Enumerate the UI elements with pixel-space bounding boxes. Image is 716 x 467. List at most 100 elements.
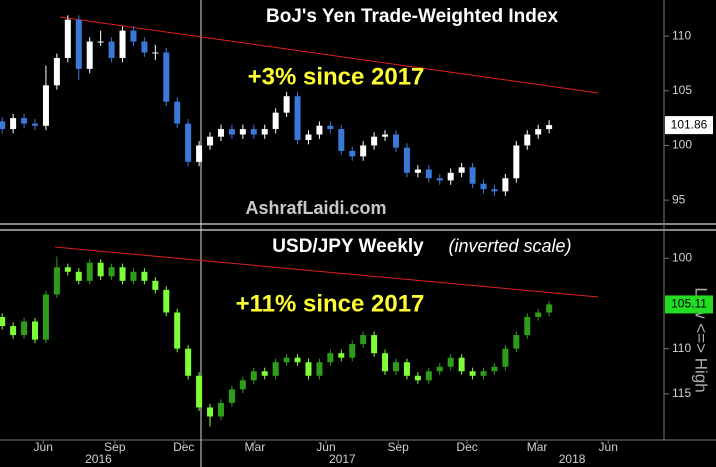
candle-body xyxy=(316,125,323,135)
candle-body xyxy=(250,129,257,135)
candle-body xyxy=(535,129,542,135)
candle-body xyxy=(196,145,203,162)
candle-body xyxy=(130,30,137,42)
candle-body xyxy=(0,317,6,327)
candle-body xyxy=(207,136,214,146)
candle-body xyxy=(305,134,312,140)
year-label: 2016 xyxy=(85,452,112,466)
candle-body xyxy=(217,402,224,417)
annotation: +11% since 2017 xyxy=(236,290,425,317)
y-tick-label: 100 xyxy=(672,250,692,264)
trend-line xyxy=(54,246,599,298)
candle-body xyxy=(338,129,345,151)
candle-body xyxy=(152,52,159,54)
candle-body xyxy=(53,57,60,86)
candle-body xyxy=(108,41,115,58)
candle-body xyxy=(414,169,421,173)
candle-body xyxy=(392,134,399,148)
candle-body xyxy=(382,353,389,372)
candle-body xyxy=(436,178,443,181)
candle-body xyxy=(21,321,28,336)
y-tick-label: 115 xyxy=(672,386,691,400)
x-tick-label: Jun xyxy=(34,440,53,454)
candle-body xyxy=(163,52,170,102)
candle-body xyxy=(239,380,246,390)
candle-body xyxy=(294,357,301,363)
candle-body xyxy=(228,389,235,403)
last-price-box xyxy=(665,295,713,314)
candle-body xyxy=(108,267,115,277)
candle-body xyxy=(152,280,159,290)
candle-body xyxy=(425,169,432,179)
candle-body xyxy=(228,129,235,135)
candle-body xyxy=(338,353,345,358)
candle-body xyxy=(360,145,367,157)
candle-body xyxy=(163,289,170,313)
annotation: +3% since 2017 xyxy=(248,63,425,90)
candle-body xyxy=(469,371,476,376)
candle-body xyxy=(447,172,454,181)
axis-label: Low <=> High xyxy=(692,287,711,392)
candle-body xyxy=(261,371,268,376)
candle-body xyxy=(371,136,378,146)
candle-body xyxy=(86,41,93,69)
candle-body xyxy=(86,262,93,281)
candle-body xyxy=(305,362,312,376)
x-tick-label: Sep xyxy=(388,440,410,454)
candle-body xyxy=(480,183,487,190)
candle-body xyxy=(32,123,39,126)
candle-body xyxy=(119,30,126,58)
candle-body xyxy=(53,267,60,295)
candle-body xyxy=(327,353,334,363)
candle-body xyxy=(502,178,509,192)
candle-body xyxy=(546,125,553,130)
candle-body xyxy=(327,125,334,130)
candle-body xyxy=(97,262,104,277)
candle-body xyxy=(491,189,498,192)
trend-line xyxy=(59,16,599,94)
candle-body xyxy=(360,335,367,345)
candle-body xyxy=(283,96,290,113)
candle-body xyxy=(10,118,17,130)
candle-body xyxy=(42,85,49,126)
candle-body xyxy=(403,362,410,376)
candle-body xyxy=(371,335,378,354)
last-price-box xyxy=(665,116,713,135)
candle-body xyxy=(524,317,531,336)
candle-body xyxy=(272,362,279,376)
candle-body xyxy=(207,407,214,417)
candle-body xyxy=(42,294,49,340)
candle-body xyxy=(294,96,301,140)
candle-body xyxy=(349,344,356,358)
candle-body xyxy=(502,348,509,367)
candle-body xyxy=(458,167,465,173)
candle-body xyxy=(21,118,28,124)
year-label: 2018 xyxy=(559,452,586,466)
y-tick-label: 105 xyxy=(672,83,692,97)
candle-body xyxy=(250,371,257,381)
x-tick-label: Jun xyxy=(599,440,618,454)
candle-body xyxy=(436,366,443,372)
panel-title: BoJ's Yen Trade-Weighted Index xyxy=(266,6,558,27)
x-tick-label: Sep xyxy=(104,440,126,454)
candle-body xyxy=(64,19,71,58)
last-price-label: 105.11 xyxy=(671,297,707,311)
candle-body xyxy=(272,112,279,130)
candle-body xyxy=(447,357,454,367)
candle-body xyxy=(491,366,498,372)
candle-body xyxy=(513,145,520,179)
panel-title: USD/JPY Weekly xyxy=(272,236,424,257)
candle-body xyxy=(130,271,137,281)
candle-body xyxy=(174,312,181,349)
candle-body xyxy=(97,41,104,43)
x-tick-label: Dec xyxy=(173,440,194,454)
watermark: AshrafLaidi.com xyxy=(245,198,386,218)
y-tick-label: 110 xyxy=(672,341,691,355)
candle-body xyxy=(10,326,17,336)
candle-body xyxy=(32,321,39,340)
candle-body xyxy=(316,362,323,376)
candle-body xyxy=(469,167,476,184)
candle-body xyxy=(75,19,82,69)
